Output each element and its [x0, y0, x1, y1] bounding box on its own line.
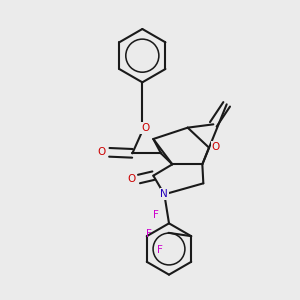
- Text: F: F: [146, 229, 152, 239]
- Text: O: O: [141, 123, 149, 133]
- Text: F: F: [157, 245, 163, 255]
- Text: O: O: [128, 174, 136, 184]
- Text: N: N: [160, 189, 168, 199]
- Text: O: O: [98, 147, 106, 157]
- Text: F: F: [153, 211, 159, 220]
- Text: O: O: [212, 142, 220, 152]
